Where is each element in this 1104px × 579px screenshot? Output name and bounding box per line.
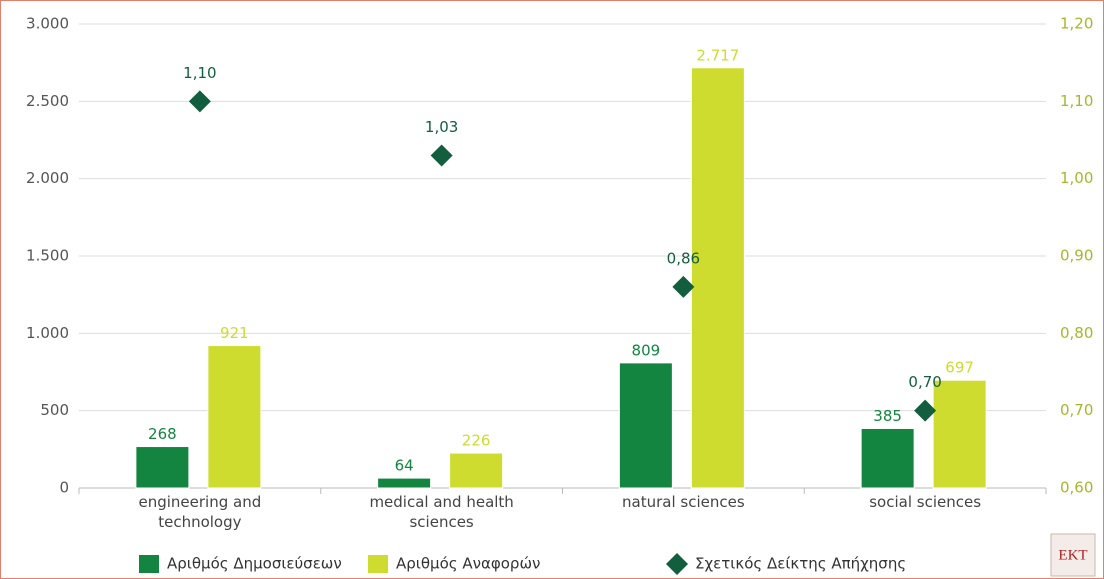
y-tick-label: 500 [40,401,69,419]
y2-tick-label: 1,20 [1060,15,1093,33]
bar [618,362,673,489]
y-tick-label: 1.500 [26,247,69,265]
logo-box [1050,533,1096,577]
data-label: 0,70 [908,373,941,391]
y-tick-label: 2.500 [26,92,69,110]
logo: EKT [1058,547,1087,563]
bar [932,379,987,489]
data-label: 226 [462,432,491,450]
data-label: 809 [632,341,661,359]
data-label: 1,10 [183,64,216,82]
y-tick-label: 0 [59,479,69,497]
y-tick-label: 3.000 [26,15,69,33]
y2-tick-label: 0,60 [1060,479,1093,497]
data-label: 2.717 [696,46,739,64]
legend-label: Αριθμός Αναφορών [396,555,540,573]
legend-marker [666,553,688,575]
y2-tick-label: 0,70 [1060,401,1093,419]
x-tick-label: medical and health sciences [369,493,514,531]
diamond [188,90,211,113]
bar [449,452,504,489]
data-label: 1,03 [425,118,458,136]
data-label: 921 [220,324,249,342]
data-label: 385 [873,407,902,425]
data-label: 64 [395,457,414,475]
y2-tick-label: 1,00 [1060,169,1093,187]
x-tick-label: social sciences [869,493,982,511]
bar [690,67,745,489]
x-tick-label: natural sciences [622,493,745,511]
y2-tick-label: 0,90 [1060,247,1093,265]
diamond [430,144,453,167]
bar [135,446,190,489]
data-label: 268 [148,425,177,443]
bar [377,477,432,489]
data-label: 0,86 [667,249,700,267]
diamond [914,399,937,422]
legend-label: Αριθμός Δημοσιεύσεων [167,555,342,573]
x-tick-label: engineering and technology [138,493,262,531]
legend-label: Σχετικός Δείκτης Απήχησης [695,555,906,573]
y2-tick-label: 0,80 [1060,324,1093,342]
bar [860,427,915,489]
y-tick-label: 1.000 [26,324,69,342]
data-label: 697 [945,359,974,377]
legend-marker [368,555,388,573]
diamond [672,275,695,298]
y-tick-label: 2.000 [26,169,69,187]
legend-marker [139,555,159,573]
bar [207,345,262,489]
y2-tick-label: 1,10 [1060,92,1093,110]
